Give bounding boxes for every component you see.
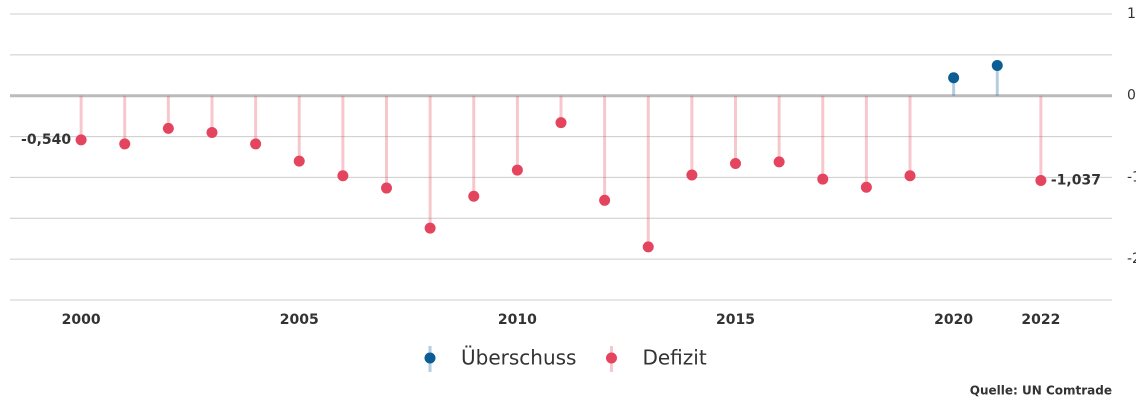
source: Quelle: UN Comtrade: [970, 384, 1112, 398]
y-tick-label: 0: [1127, 88, 1136, 104]
x-tick-label: 2020: [934, 312, 973, 328]
dot: [599, 194, 611, 206]
dot: [555, 117, 567, 129]
dot: [162, 122, 174, 134]
dot: [206, 126, 218, 138]
dot: [686, 169, 698, 181]
legend-label: Defizit: [642, 346, 706, 370]
dot: [250, 138, 262, 150]
legend-label: Überschuss: [461, 346, 576, 370]
y-tick-label: -1: [1127, 169, 1136, 185]
dot: [948, 72, 960, 84]
legend-dot: [605, 352, 617, 364]
x-tick-label: 2015: [716, 312, 755, 328]
x-tick-label: 2010: [498, 312, 537, 328]
dot: [991, 59, 1003, 71]
dot: [75, 134, 87, 146]
dot: [293, 155, 305, 167]
dot: [468, 190, 480, 202]
dot: [119, 138, 131, 150]
dot: [773, 156, 785, 168]
data-label: -0,540: [21, 132, 71, 148]
legend-dot: [424, 352, 436, 364]
y-tick-label: -2: [1127, 251, 1136, 267]
y-tick-label: 1: [1127, 6, 1136, 22]
x-tick-label: 2005: [280, 312, 319, 328]
x-tick-label: 2022: [1021, 312, 1060, 328]
dot: [337, 170, 349, 182]
dot: [730, 158, 742, 170]
dot: [904, 170, 916, 182]
dot: [642, 241, 654, 253]
dot: [817, 173, 829, 185]
dot: [424, 222, 436, 234]
dot: [380, 182, 392, 194]
dot: [860, 181, 872, 193]
dot: [1035, 174, 1047, 186]
data-label: -1,037: [1051, 172, 1101, 188]
dot: [511, 164, 523, 176]
x-tick-label: 2000: [62, 312, 101, 328]
